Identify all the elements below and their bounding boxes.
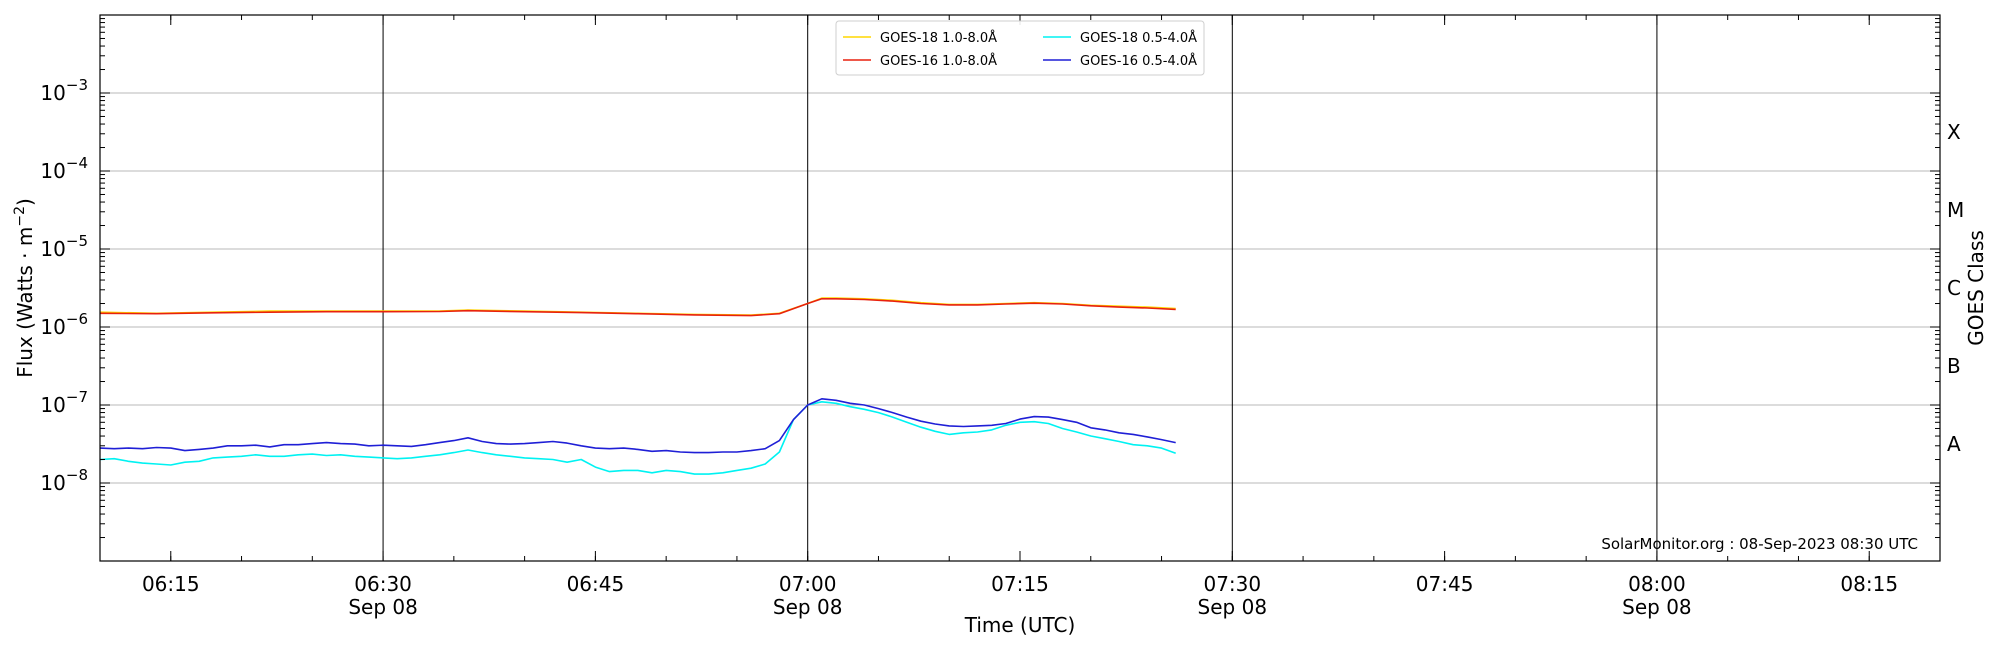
x-tick-label: 08:15 [1840,572,1898,596]
y-axis-title-base: Flux (Watts · m [13,227,37,378]
y-tick-label: 10−7 [40,388,88,417]
y-tick-exponent: −6 [66,310,88,328]
y-tick-exponent: −5 [66,232,88,250]
legend-label-goes16-long: GOES-16 1.0-8.0Å [880,53,997,69]
x-tick-label: 07:30 [1203,572,1261,596]
y-tick-base: 10 [40,393,65,417]
plot-background [100,15,1940,561]
y-axis-title-exponent: −2 [12,206,28,227]
legend-label-goes16-short: GOES-16 0.5-4.0Å [1080,53,1197,69]
y-tick-base: 10 [40,471,65,495]
x-tick-date-label: Sep 08 [1198,595,1268,619]
x-tick-label: 07:45 [1416,572,1474,596]
goes-class-label: X [1947,120,1961,144]
y-tick-base: 10 [40,237,65,261]
y-tick-label: 10−4 [40,154,88,183]
y-tick-exponent: −4 [66,154,88,172]
series-line-3 [99,397,1176,454]
series-layer [99,297,1176,475]
y-axis-title-close: ) [13,198,37,206]
goes-class-label: A [1947,432,1961,456]
vertical-gridlines [382,15,1658,561]
y-tick-exponent: −3 [66,76,88,94]
x-tick-label: 06:15 [142,572,200,596]
x-tick-label: 07:00 [779,572,837,596]
legend-label-goes18-long: GOES-18 1.0-8.0Å [880,30,997,46]
y-axis-title: Flux (Watts · m−2) [12,198,37,378]
y-tick-label: 10−6 [40,310,88,339]
legend-label-goes18-short: GOES-18 0.5-4.0Å [1080,30,1197,46]
goes-class-label: B [1947,354,1961,378]
x-tick-label: 06:30 [354,572,412,596]
right-axis-title: GOES Class [1964,230,1988,346]
x-axis-title: Time (UTC) [964,613,1076,637]
series-line-1 [99,297,1176,317]
x-tick-label: 07:15 [991,572,1049,596]
y-tick-label: 10−8 [40,466,88,495]
y-tick-base: 10 [40,81,65,105]
goes-class-label: M [1947,198,1964,222]
x-tick-label: 08:00 [1628,572,1686,596]
y-tick-label: 10−3 [40,76,88,105]
x-tick-label: 06:45 [567,572,625,596]
y-tick-base: 10 [40,315,65,339]
y-axis-ticks: 10−810−710−610−510−410−3 [40,14,1940,562]
y-tick-exponent: −8 [66,466,88,484]
series-line-2 [99,400,1176,475]
goes-class-label: C [1947,276,1961,300]
legend: GOES-18 1.0-8.0Å GOES-16 1.0-8.0Å GOES-1… [835,20,1205,76]
legend-box [835,20,1205,76]
horizontal-gridlines [100,92,1940,484]
x-tick-date-label: Sep 08 [348,595,418,619]
goes-class-ticks: A B C M X [1947,120,1964,456]
y-tick-base: 10 [40,159,65,183]
y-tick-exponent: −7 [66,388,88,406]
credit-text: SolarMonitor.org : 08-Sep-2023 08:30 UTC [1601,535,1918,553]
x-tick-date-label: Sep 08 [1622,595,1692,619]
y-tick-label: 10−5 [40,232,88,261]
x-tick-date-label: Sep 08 [773,595,843,619]
